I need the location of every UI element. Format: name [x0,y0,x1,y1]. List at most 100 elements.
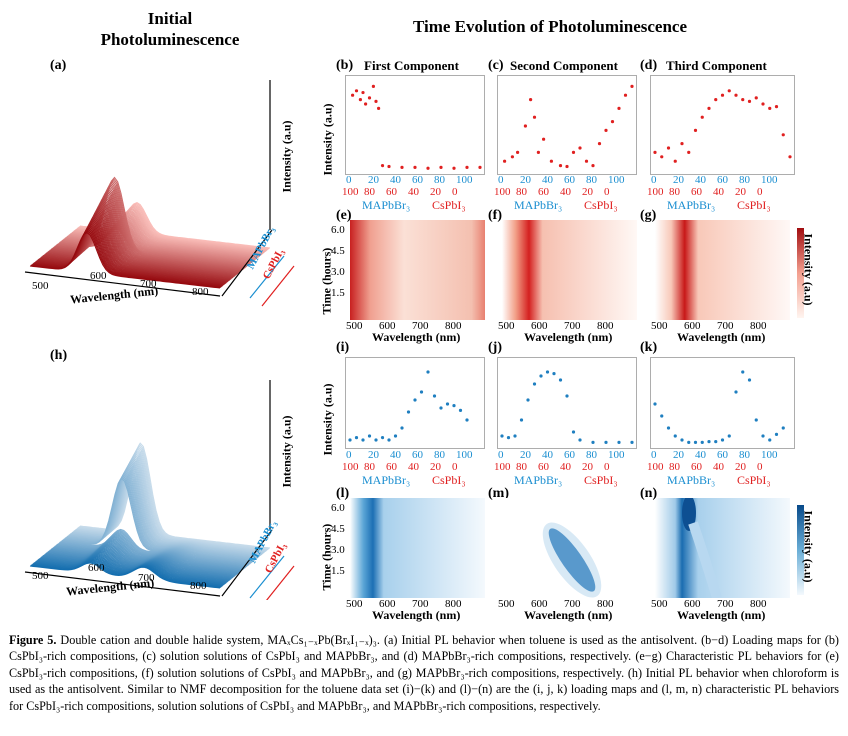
scatter-point [693,128,698,132]
loading-k [650,357,795,449]
wavelength-axis [24,571,221,597]
scatter-point [506,436,511,440]
mapbbr-tick: 100 [761,174,778,186]
wavelength-tick: 600 [531,598,548,610]
header-initial-pl: Initial Photoluminescence [100,9,240,49]
cspbi-tick: 100 [342,461,359,473]
wavelength-tick: 500 [651,598,668,610]
scatter-point [761,102,765,106]
scatter-point [351,93,355,97]
title-first-component: First Component [364,58,459,73]
scatter-point [539,374,543,378]
scatter-point [367,96,372,100]
scatter-point [571,150,576,154]
scatter-point [526,398,530,402]
time-tick: 3.0 [331,544,345,556]
heatmap-tail [688,521,722,598]
scatter-point [565,394,569,398]
scatter-point [380,164,385,168]
a-tick-500: 500 [32,280,49,292]
scatter-point [545,370,550,374]
mapbbr-tick: 40 [390,449,401,461]
wavelength-tick: 600 [379,320,396,332]
loading-frame [650,357,795,449]
scatter-point [653,402,657,406]
scatter-point [558,164,563,168]
scatter-point [584,159,589,163]
scatter-point [623,93,628,97]
loading-frame [650,75,795,175]
scatter-point [542,137,546,141]
scatter-point [727,89,731,93]
scatter-point [419,390,424,394]
scatter-point [578,438,582,442]
panel-label-d: (d) [640,58,658,73]
scatter-point [413,165,417,169]
scatter-point [660,414,664,418]
scatter-point [666,146,671,150]
scatter-point [604,440,608,444]
wavelength-tick: 500 [346,598,363,610]
composition-axis [221,229,273,297]
cspbi-tick: 80 [364,461,375,473]
loading-c [497,75,637,175]
scatter-point [523,124,527,128]
mapbbr-tick: 0 [498,449,504,461]
map-wavelength-label: Wavelength (nm) [524,330,613,344]
scatter-point [754,96,758,100]
wavelength-tick: 800 [597,598,614,610]
mapbbr-axis-label: MAPbBr₃ [514,198,563,212]
scatter-point [377,106,381,110]
wavelength-tick: 700 [564,598,581,610]
cspbi-tick: 0 [604,461,610,473]
h-intensity-label: Intensity (a.u) [279,415,294,488]
panel-label-k: (k) [640,340,658,355]
cspbi-tick: 60 [538,461,549,473]
scatter-point [426,166,430,170]
scatter-point [761,434,765,438]
spectrum-line [29,562,221,589]
scatter-point [387,164,391,169]
panel-label-a: (a) [50,58,67,73]
mapbbr-tick: 80 [434,174,445,186]
scatter-point [630,84,634,88]
cspbi-tick: 0 [757,186,763,198]
panel-a-waterfall [24,80,295,307]
scatter-point [354,89,359,93]
scatter-point [768,438,772,442]
mapbbr-tick: 60 [717,174,728,186]
mapbbr-tick: 0 [498,174,504,186]
scatter-point [617,440,621,444]
cspbi-tick: 0 [757,461,763,473]
scatter-point [571,430,576,434]
spectrum-line [58,227,249,266]
map-wavelength-label: Wavelength (nm) [524,608,613,622]
heatmap-e [350,220,485,320]
heatmap-field [350,498,485,598]
scatter-point [452,404,456,408]
wavelength-tick: 800 [445,320,462,332]
mapbbr-tick: 0 [651,174,657,186]
header-time-evolution: Time Evolution of Photoluminescence [412,17,688,36]
cspbi-tick: 60 [691,186,702,198]
scatter-point [653,150,657,154]
wavelength-tick: 600 [531,320,548,332]
cspbi-axis-label: CsPbI₃ [432,473,466,487]
loading-frame [497,75,637,175]
panel-label-b: (b) [336,58,354,73]
map-wavelength-label: Wavelength (nm) [372,330,461,344]
mapbbr-tick: 0 [346,449,352,461]
scatter-point [406,410,411,414]
cspbi-arrow [266,565,295,600]
wavelength-tick: 700 [412,320,429,332]
cspbi-tick: 40 [560,186,571,198]
scatter-point [707,106,711,110]
cspbi-tick: 80 [516,461,527,473]
title-second-component: Second Component [510,58,618,73]
scatter-point [361,90,365,95]
cspbi-tick: 100 [342,186,359,198]
scatter-point [610,120,615,124]
heatmap-g [655,220,790,320]
scatter-point [532,382,537,386]
cspbi-tick: 20 [735,461,746,473]
